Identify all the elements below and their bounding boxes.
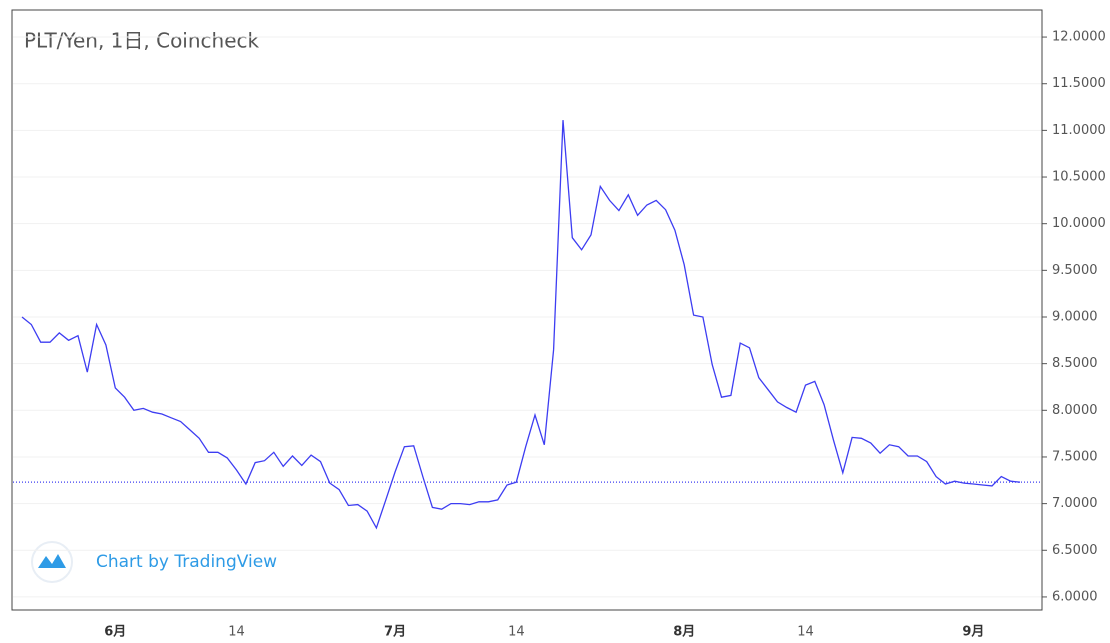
x-tick-label: 14: [797, 625, 814, 640]
x-tick-label: 8月: [673, 625, 695, 640]
watermark-logo: [31, 541, 73, 583]
y-tick-label: 8.0000: [1052, 403, 1098, 418]
chart-title: PLT/Yen, 1日, Coincheck: [24, 29, 260, 53]
y-tick-label: 8.5000: [1052, 356, 1098, 371]
watermark-text: Chart by TradingView: [96, 552, 277, 572]
y-tick-label: 9.5000: [1052, 263, 1098, 278]
y-tick-label: 10.5000: [1052, 170, 1106, 185]
x-tick-label: 6月: [104, 625, 126, 640]
x-tick-label: 7月: [384, 625, 406, 640]
y-tick-label: 7.0000: [1052, 496, 1098, 511]
x-tick-label: 14: [228, 625, 245, 640]
y-tick-label: 7.5000: [1052, 449, 1098, 464]
y-tick-label: 6.5000: [1052, 543, 1098, 558]
plot-frame: [11, 9, 1043, 611]
y-tick-label: 9.0000: [1052, 309, 1098, 324]
y-tick-label: 11.0000: [1052, 123, 1106, 138]
y-tick-label: 11.5000: [1052, 76, 1106, 91]
price-line: [21, 120, 1021, 530]
y-tick-label: 6.0000: [1052, 589, 1098, 604]
y-tick-label: 12.0000: [1052, 30, 1106, 45]
y-tick-label: 10.0000: [1052, 216, 1106, 231]
x-tick-label: 9月: [962, 625, 984, 640]
x-tick-label: 14: [508, 625, 525, 640]
